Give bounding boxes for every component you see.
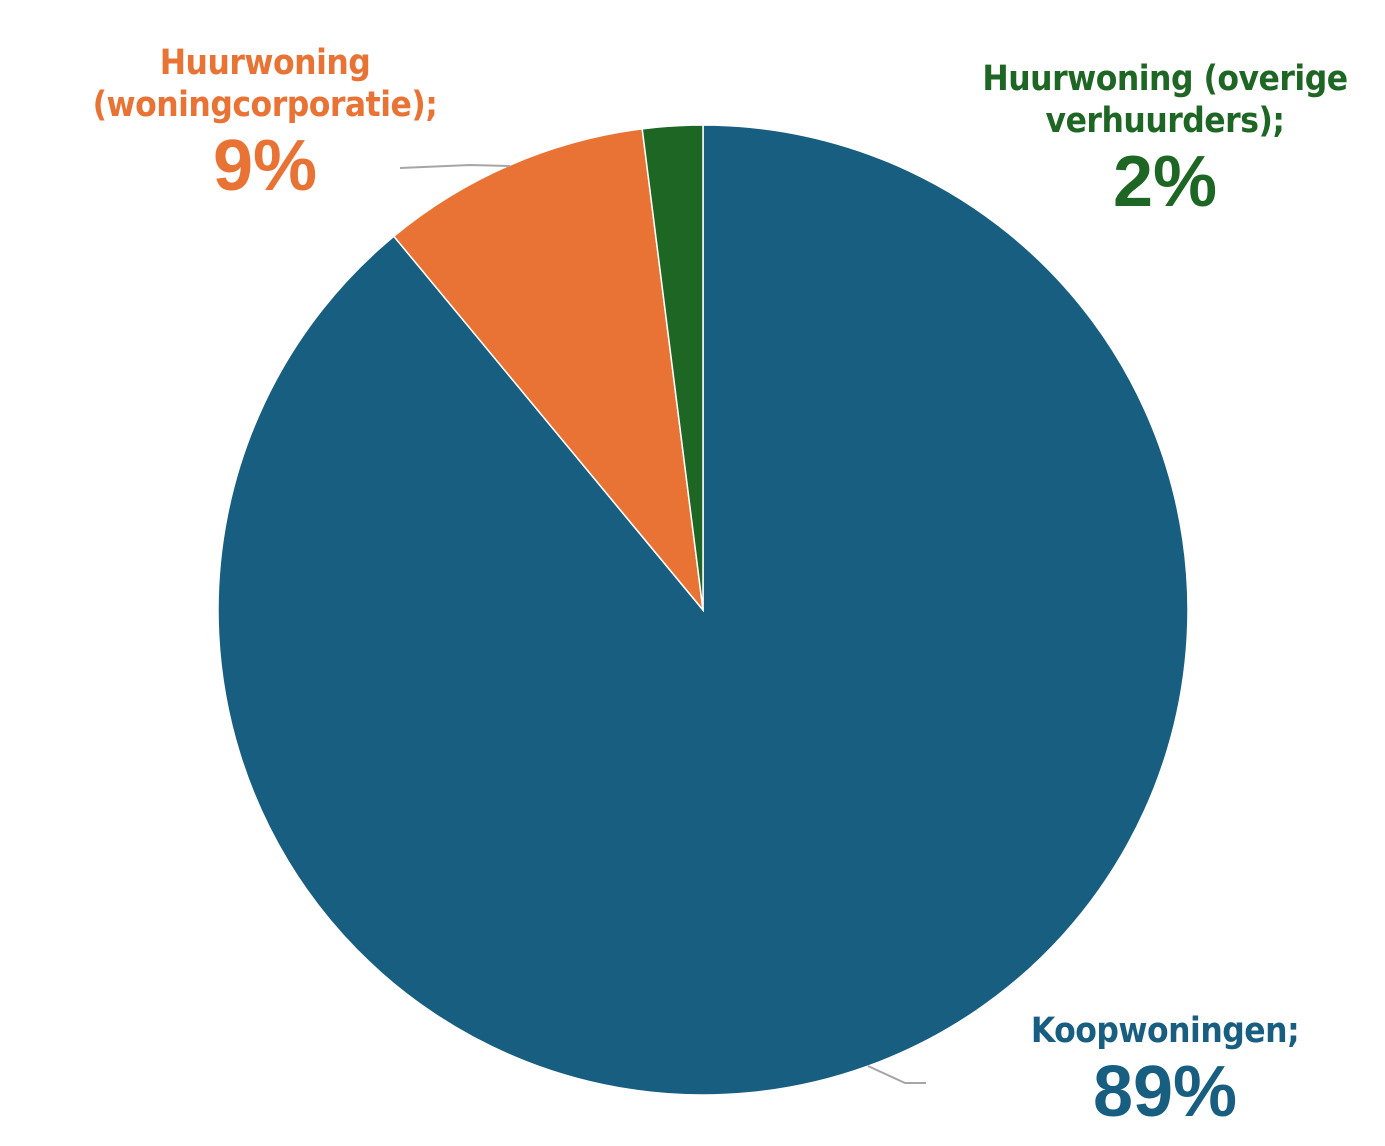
leader-line-woningcorporatie (399, 163, 511, 169)
slice-label: Huurwoning (overige verhuurders); (982, 59, 1348, 141)
pie-slice-2 (641, 124, 704, 611)
slice-value: 89% (1092, 1052, 1238, 1132)
pie-slice-1 (392, 127, 705, 613)
data-label-woningcorporatie: Huurwoning (woningcorporatie); 9% (60, 42, 470, 206)
slice-value: 9% (212, 126, 318, 206)
pie-slices (217, 124, 1189, 1096)
leader-line-koopwoningen (867, 1065, 926, 1084)
data-label-koopwoningen: Koopwoningen; 89% (940, 1010, 1385, 1132)
slice-label: Huurwoning (woningcorporatie); (92, 43, 438, 125)
data-label-overige-verhuurders: Huurwoning (overige verhuurders); 2% (955, 58, 1375, 222)
leader-lines (399, 163, 926, 1084)
slice-value: 2% (1112, 142, 1218, 222)
slice-label: Koopwoningen; (1030, 1011, 1300, 1051)
